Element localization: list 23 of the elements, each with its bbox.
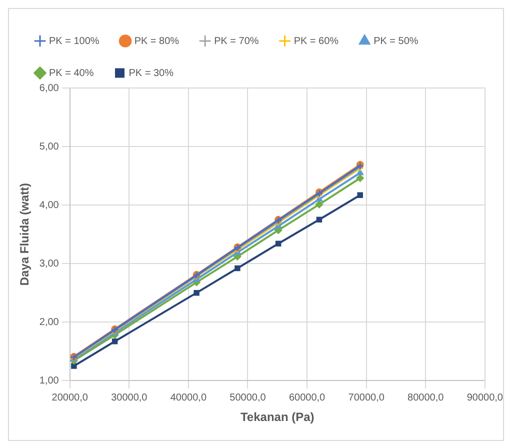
legend-label: PK = 40%	[49, 68, 94, 79]
y-tick-label: 6,00	[39, 82, 60, 94]
legend-label: PK = 60%	[294, 36, 339, 47]
y-tick-label: 3,00	[39, 258, 60, 270]
legend-label: PK = 50%	[374, 36, 418, 47]
legend-label: PK = 30%	[128, 68, 174, 79]
legend-label: PK = 70%	[214, 36, 259, 47]
x-tick-label: 70000,0	[348, 392, 385, 404]
legend-label: PK = 80%	[134, 36, 180, 47]
y-tick-label: 4,00	[39, 200, 60, 211]
x-axis-title: Tekanan (Pa)	[240, 410, 314, 424]
x-tick-label: 40000,0	[170, 392, 207, 404]
y-tick-label: 1,00	[39, 375, 60, 386]
x-tick-label: 20000,0	[52, 392, 88, 404]
y-tick-label: 5,00	[39, 141, 60, 152]
x-tick-label: 50000,0	[230, 392, 266, 404]
y-tick-label: 2,00	[39, 316, 60, 328]
x-tick-label: 90000,0	[466, 392, 504, 404]
x-tick-label: 80000,0	[408, 392, 444, 404]
x-tick-label: 30000,0	[111, 392, 148, 404]
legend-label: PK = 100%	[49, 36, 100, 47]
x-tick-label: 60000,0	[288, 392, 326, 404]
y-axis-title: Daya Fluida (watt)	[18, 182, 32, 286]
